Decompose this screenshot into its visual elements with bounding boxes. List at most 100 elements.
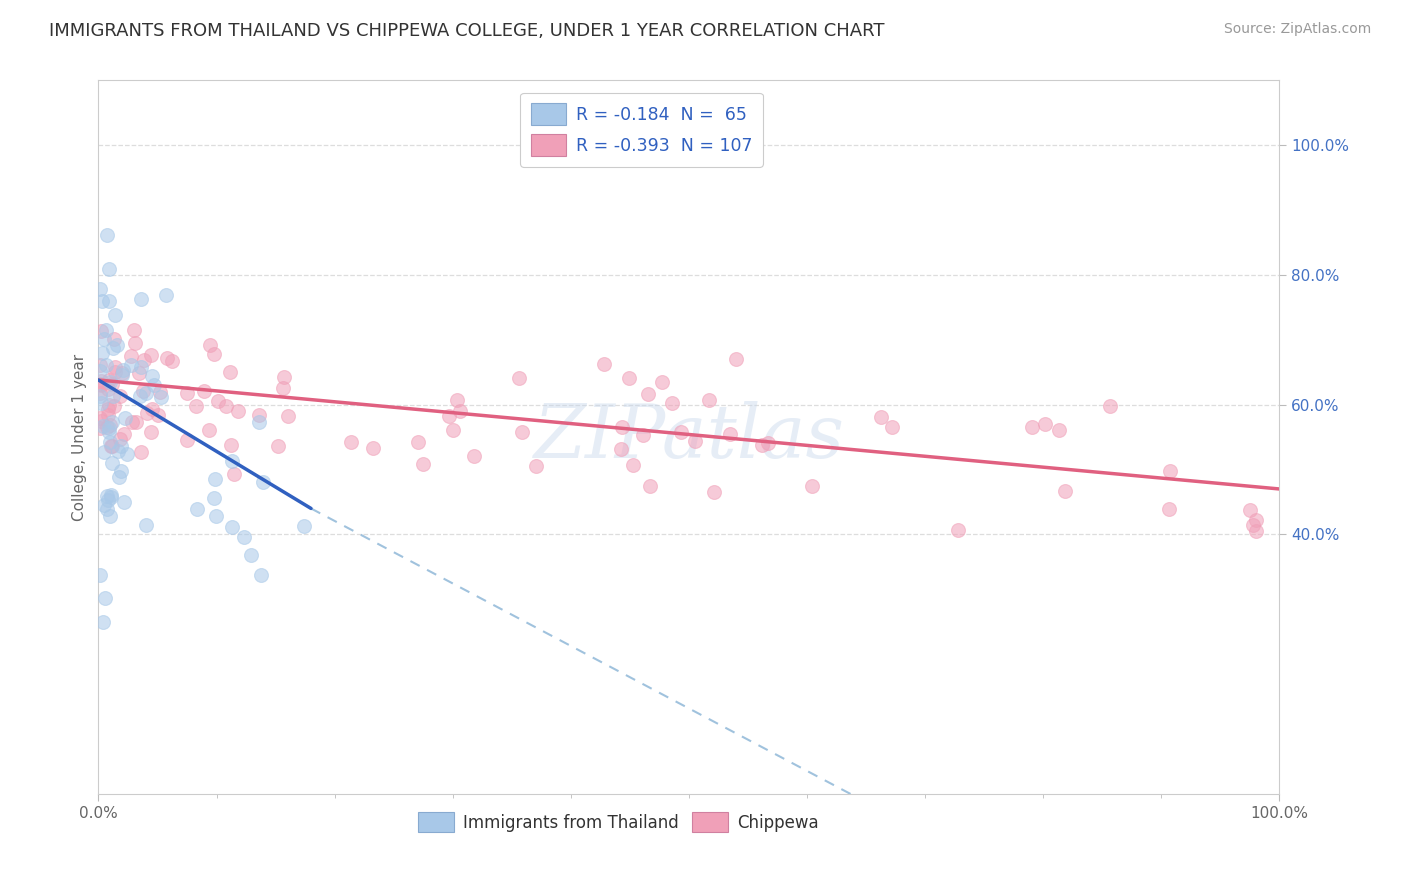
Point [239,549,262,563]
Point [948,523,970,537]
Point [202,347,225,361]
Point [110,464,132,478]
Point [98,375,121,389]
Point [1244,513,1267,527]
Point [1098,399,1121,413]
Point [685,434,707,448]
Point [89,411,111,425]
Point [120,358,142,372]
Point [361,441,384,455]
Legend: Immigrants from Thailand, Chippewa: Immigrants from Thailand, Chippewa [411,805,825,839]
Point [524,459,547,474]
Point [219,365,242,379]
Point [1244,524,1267,539]
Point [508,371,530,385]
Point [631,428,654,442]
Point [869,410,891,425]
Point [610,442,633,457]
Point [89,421,111,435]
Point [89,364,111,378]
Point [97,382,120,396]
Point [97,408,120,422]
Point [215,399,238,413]
Point [1241,517,1264,532]
Point [104,365,127,379]
Point [98,294,121,309]
Point [89,359,111,373]
Point [129,389,152,403]
Point [160,353,183,368]
Point [204,473,226,487]
Point [112,495,135,509]
Point [1159,464,1181,478]
Point [108,432,131,446]
Point [98,262,121,277]
Point [96,420,118,434]
Point [100,490,122,504]
Point [612,420,634,434]
Text: ZIPatlas: ZIPatlas [533,401,845,474]
Point [100,488,122,502]
Point [91,615,114,629]
Point [247,415,270,429]
Point [110,366,132,380]
Point [1159,502,1181,516]
Point [89,389,111,403]
Point [437,409,460,424]
Point [89,386,111,401]
Point [132,353,155,368]
Point [1033,417,1056,431]
Point [621,458,644,472]
Point [121,415,143,429]
Y-axis label: College, Under 1 year: College, Under 1 year [72,353,87,521]
Point [94,358,117,372]
Point [800,479,823,493]
Point [697,392,720,407]
Point [93,445,115,459]
Point [98,417,121,432]
Point [141,402,163,417]
Point [111,368,134,383]
Point [219,437,242,451]
Point [249,568,271,582]
Point [197,423,219,437]
Point [141,368,163,383]
Point [90,414,112,428]
Point [98,421,121,435]
Point [661,396,683,410]
Point [129,359,152,374]
Point [124,335,146,350]
Point [101,377,124,392]
Point [252,475,274,489]
Point [198,338,221,352]
Point [120,350,142,364]
Point [703,485,725,500]
Point [143,378,166,392]
Point [510,425,533,440]
Point [441,423,464,437]
Point [91,293,114,308]
Point [224,467,246,481]
Point [146,408,169,422]
Text: Source: ZipAtlas.com: Source: ZipAtlas.com [1223,22,1371,37]
Point [406,434,429,449]
Point [449,404,471,418]
Point [1239,503,1261,517]
Point [128,367,150,381]
Point [446,393,468,408]
Point [247,409,270,423]
Point [91,419,114,434]
Point [96,490,118,504]
Point [90,396,112,410]
Point [108,389,131,403]
Point [107,443,129,458]
Point [592,357,614,371]
Point [96,228,118,243]
Point [193,384,215,399]
Point [104,360,127,375]
Point [101,341,124,355]
Point [101,415,124,429]
Point [129,292,152,306]
Point [232,530,254,544]
Point [205,508,228,523]
